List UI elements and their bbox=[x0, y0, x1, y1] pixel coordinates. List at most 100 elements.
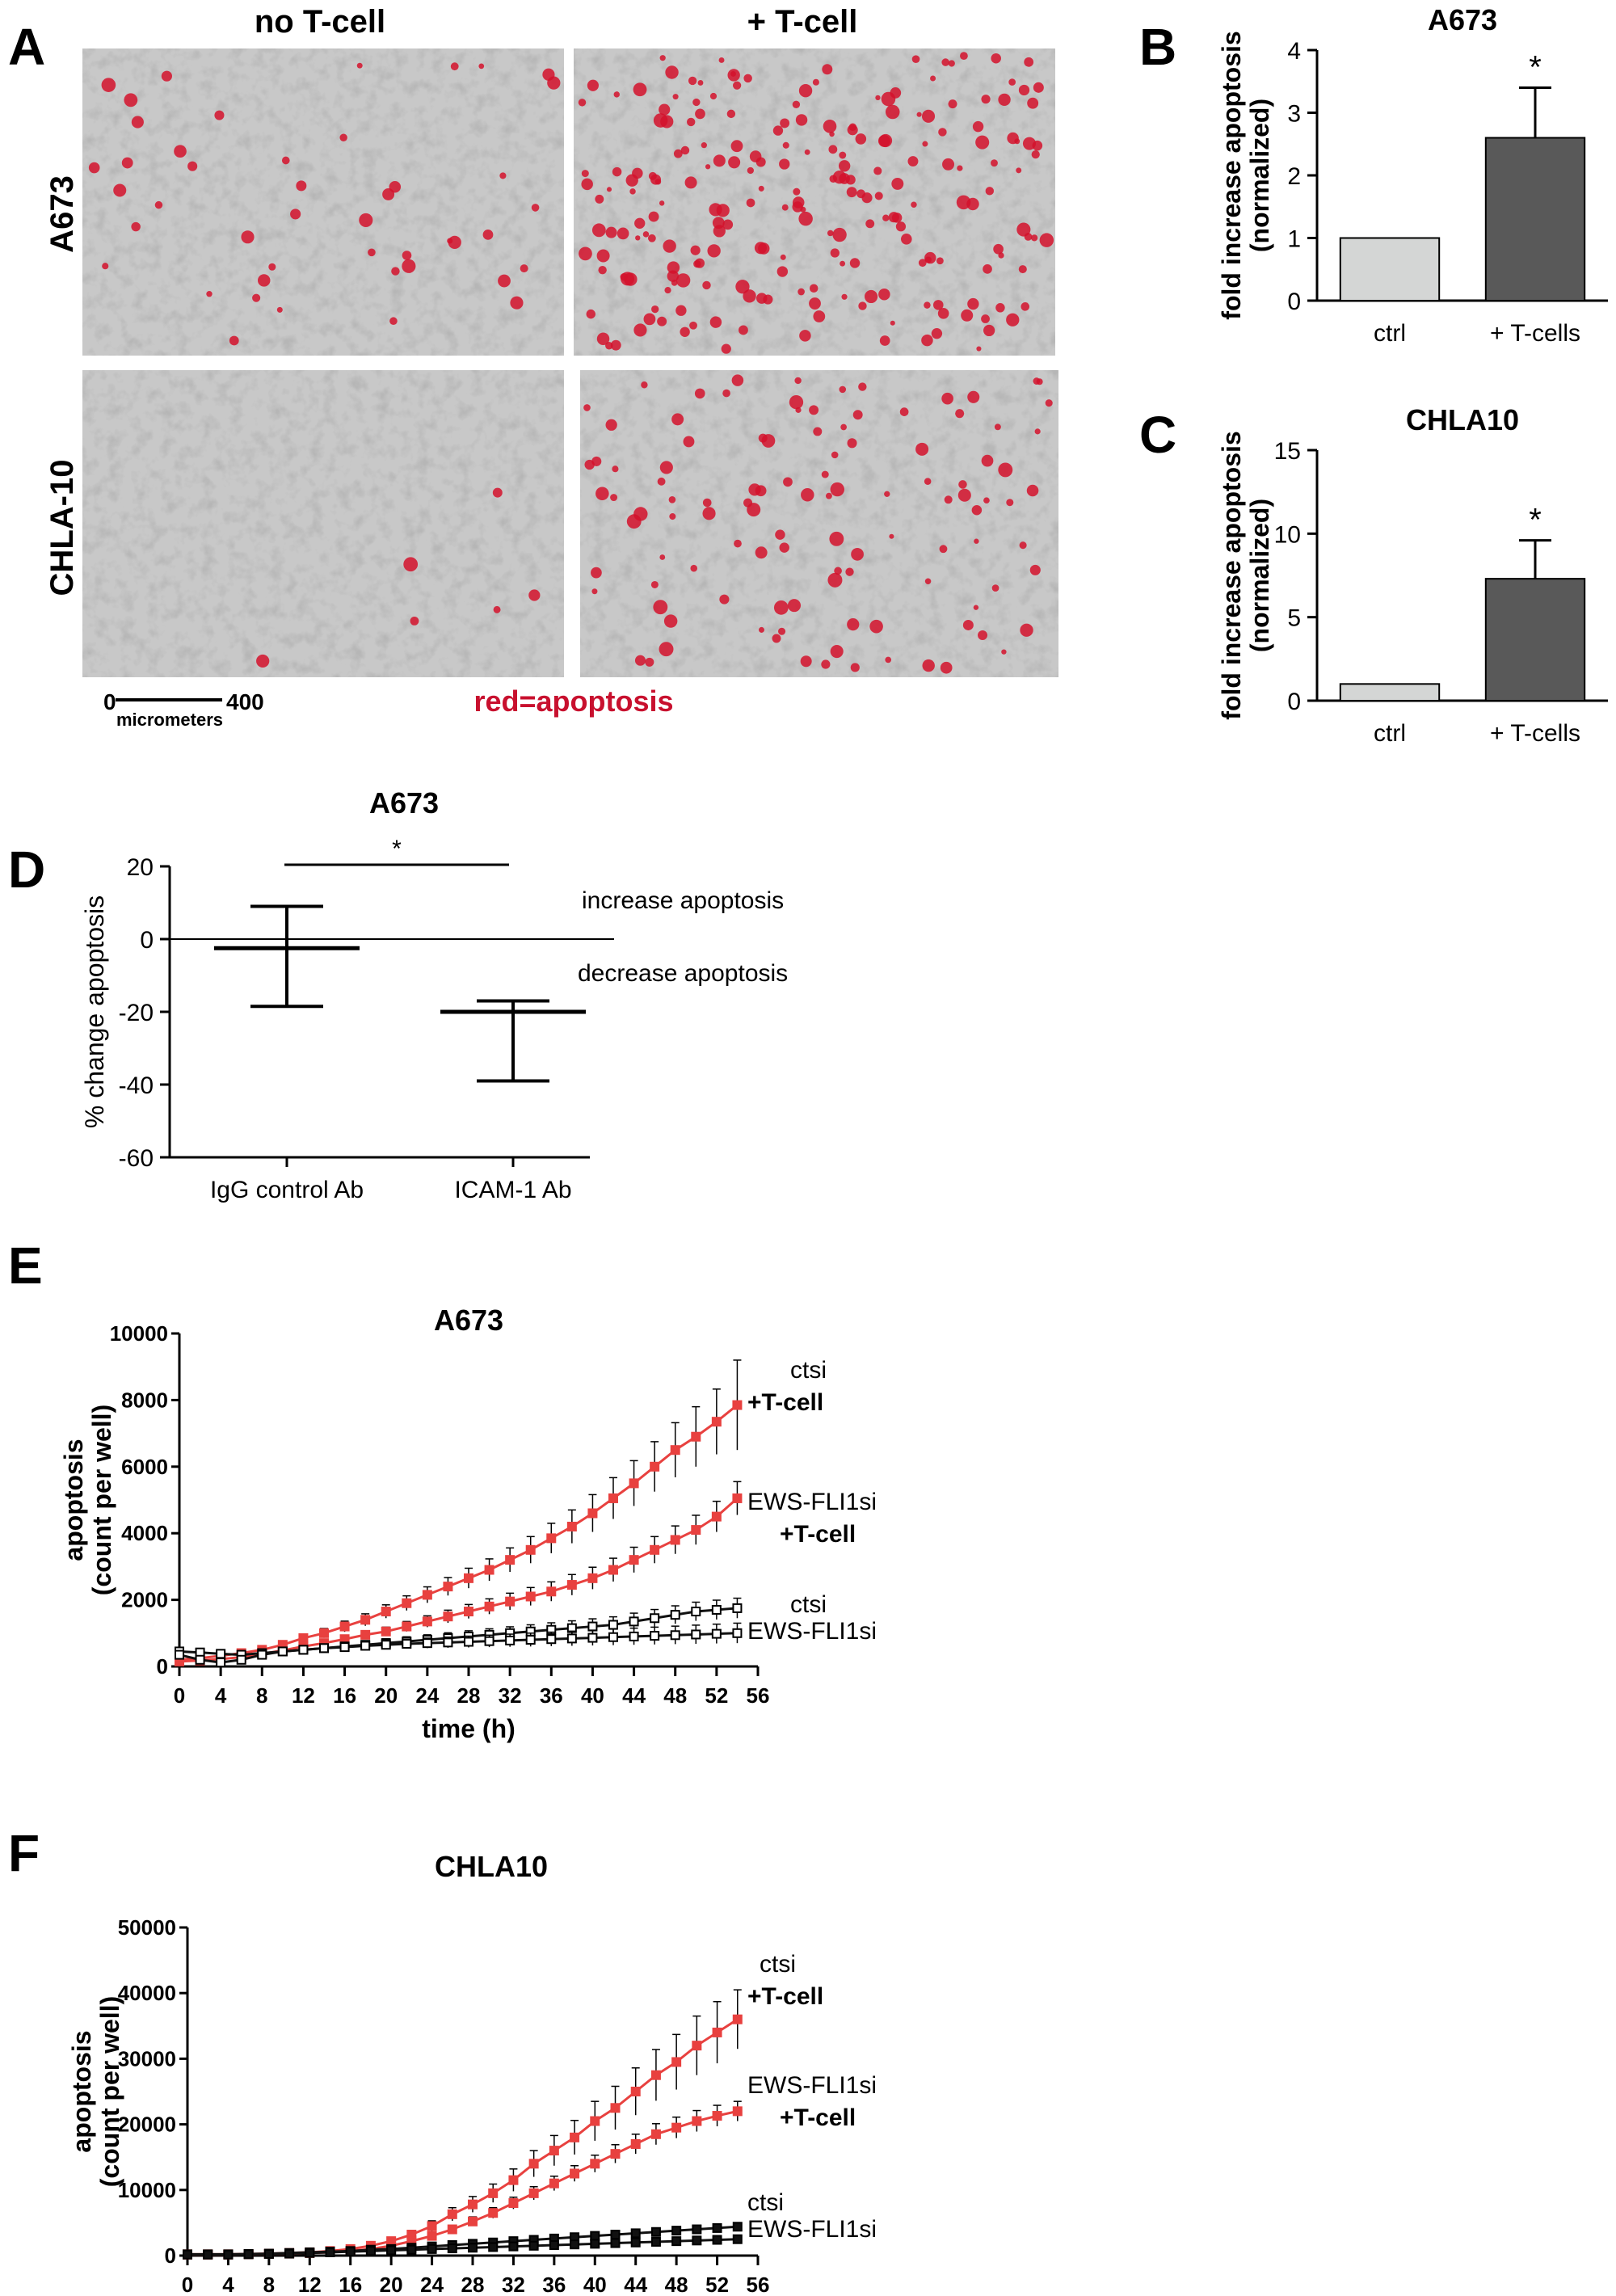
apoptotic-cell-mark bbox=[206, 290, 213, 297]
apoptotic-cell-mark bbox=[595, 194, 604, 204]
apoptotic-cell-mark bbox=[834, 567, 842, 575]
apoptotic-cell-mark bbox=[634, 655, 646, 666]
apoptotic-cell-mark bbox=[124, 93, 138, 107]
apoptotic-cell-mark bbox=[991, 159, 998, 167]
apoptotic-cell-mark bbox=[855, 133, 867, 145]
apoptotic-cell-mark bbox=[783, 477, 793, 487]
apoptotic-cell-mark bbox=[911, 55, 920, 63]
data-point bbox=[692, 2235, 702, 2246]
data-point bbox=[464, 1607, 473, 1617]
apoptotic-cell-mark bbox=[641, 381, 648, 389]
data-point bbox=[284, 2248, 295, 2259]
apoptotic-cell-mark bbox=[732, 81, 742, 90]
apoptotic-cell-mark bbox=[402, 259, 416, 273]
apoptotic-cell-mark bbox=[391, 267, 400, 276]
significance-mark: * bbox=[392, 836, 402, 862]
apoptotic-cell-mark bbox=[743, 74, 752, 83]
apoptotic-cell-mark bbox=[924, 578, 932, 584]
data-point bbox=[630, 2228, 641, 2239]
x-tick-label: 16 bbox=[339, 2273, 362, 2296]
apoptotic-cell-mark bbox=[889, 533, 894, 539]
e-ewsfli1-low-label: EWS-FLI1si bbox=[747, 1618, 877, 1645]
apoptotic-cell-mark bbox=[899, 407, 909, 416]
apoptotic-cell-mark bbox=[882, 214, 890, 221]
data-point bbox=[670, 1445, 680, 1456]
apoptotic-cell-mark bbox=[884, 491, 890, 498]
x-tick-label: 12 bbox=[292, 1683, 315, 1708]
apoptotic-cell-mark bbox=[985, 187, 994, 196]
data-point bbox=[443, 1611, 453, 1622]
data-point bbox=[298, 1645, 309, 1655]
apoptotic-cell-mark bbox=[131, 116, 144, 128]
x-tick-label: 16 bbox=[333, 1683, 356, 1708]
apoptotic-cell-mark bbox=[1014, 138, 1021, 145]
x-tick-label: 28 bbox=[461, 2273, 485, 2296]
apoptotic-cell-mark bbox=[256, 654, 270, 668]
data-point bbox=[203, 2249, 213, 2260]
apoptotic-cell-mark bbox=[663, 614, 678, 628]
data-point bbox=[630, 2087, 641, 2096]
apoptotic-cell-mark bbox=[675, 273, 691, 288]
apoptotic-cell-mark bbox=[596, 332, 610, 345]
apoptotic-cell-mark bbox=[779, 542, 789, 553]
apoptotic-cell-mark bbox=[663, 239, 676, 253]
apoptotic-cell-mark bbox=[633, 323, 647, 337]
data-point bbox=[546, 1586, 557, 1597]
apoptotic-cell-mark bbox=[861, 192, 873, 204]
data-point bbox=[650, 2236, 661, 2247]
apoptotic-cell-mark bbox=[689, 321, 697, 330]
data-point bbox=[590, 2231, 600, 2241]
apoptotic-cell-mark bbox=[846, 187, 857, 198]
apoptotic-cell-mark bbox=[800, 206, 806, 213]
apoptotic-cell-mark bbox=[879, 335, 890, 346]
apoptotic-cell-mark bbox=[635, 235, 641, 241]
data-point bbox=[732, 1603, 743, 1613]
x-tick-label: 40 bbox=[581, 1683, 604, 1708]
data-point bbox=[610, 2230, 621, 2240]
apoptotic-cell-mark bbox=[667, 261, 680, 274]
panel-a: A no T-cell + T-cell A673 CHLA-10 0 bbox=[8, 4, 1058, 730]
apoptotic-cell-mark bbox=[632, 167, 643, 179]
apoptotic-cell-mark bbox=[821, 470, 829, 478]
d-increase-label: increase apoptosis bbox=[582, 887, 784, 914]
apoptotic-cell-mark bbox=[447, 238, 453, 244]
apoptotic-cell-mark bbox=[993, 243, 1004, 255]
chart-title: A673 bbox=[1428, 3, 1497, 36]
apoptotic-cell-mark bbox=[697, 80, 704, 86]
apoptotic-cell-mark bbox=[827, 230, 834, 237]
apoptotic-cell-mark bbox=[937, 307, 949, 319]
apoptotic-cell-mark bbox=[478, 63, 485, 70]
apoptotic-cell-mark bbox=[776, 266, 789, 277]
data-point bbox=[549, 2240, 559, 2251]
apoptotic-cell-mark bbox=[605, 419, 617, 431]
y-tick-label: -60 bbox=[119, 1145, 154, 1172]
y-tick-label: 2 bbox=[1287, 163, 1301, 190]
data-point bbox=[630, 2138, 641, 2149]
apoptotic-cell-mark bbox=[916, 112, 922, 117]
apoptotic-cell-mark bbox=[921, 109, 936, 123]
apoptotic-cell-mark bbox=[838, 160, 851, 172]
data-point bbox=[711, 1628, 722, 1639]
data-point bbox=[216, 1658, 226, 1668]
apoptotic-cell-mark bbox=[830, 248, 840, 258]
apoptotic-cell-mark bbox=[591, 588, 598, 595]
data-point bbox=[236, 1654, 246, 1665]
apoptotic-cell-mark bbox=[895, 221, 907, 232]
apoptotic-cell-mark bbox=[705, 164, 711, 170]
apoptotic-cell-mark bbox=[793, 187, 801, 196]
apoptotic-cell-mark bbox=[749, 150, 762, 162]
data-point bbox=[422, 1638, 432, 1649]
apoptotic-cell-mark bbox=[709, 92, 718, 100]
data-point bbox=[670, 1630, 680, 1641]
apoptotic-cell-mark bbox=[787, 599, 802, 613]
data-point bbox=[443, 1637, 453, 1648]
y-tick-label: 0 bbox=[140, 927, 154, 954]
col-header-no-tcell: no T-cell bbox=[255, 4, 385, 40]
apoptotic-cell-mark bbox=[823, 119, 837, 133]
apoptotic-cell-mark bbox=[665, 65, 679, 79]
apoptotic-cell-mark bbox=[792, 100, 801, 109]
apoptotic-cell-mark bbox=[812, 78, 819, 86]
apoptotic-cell-mark bbox=[1006, 313, 1020, 326]
